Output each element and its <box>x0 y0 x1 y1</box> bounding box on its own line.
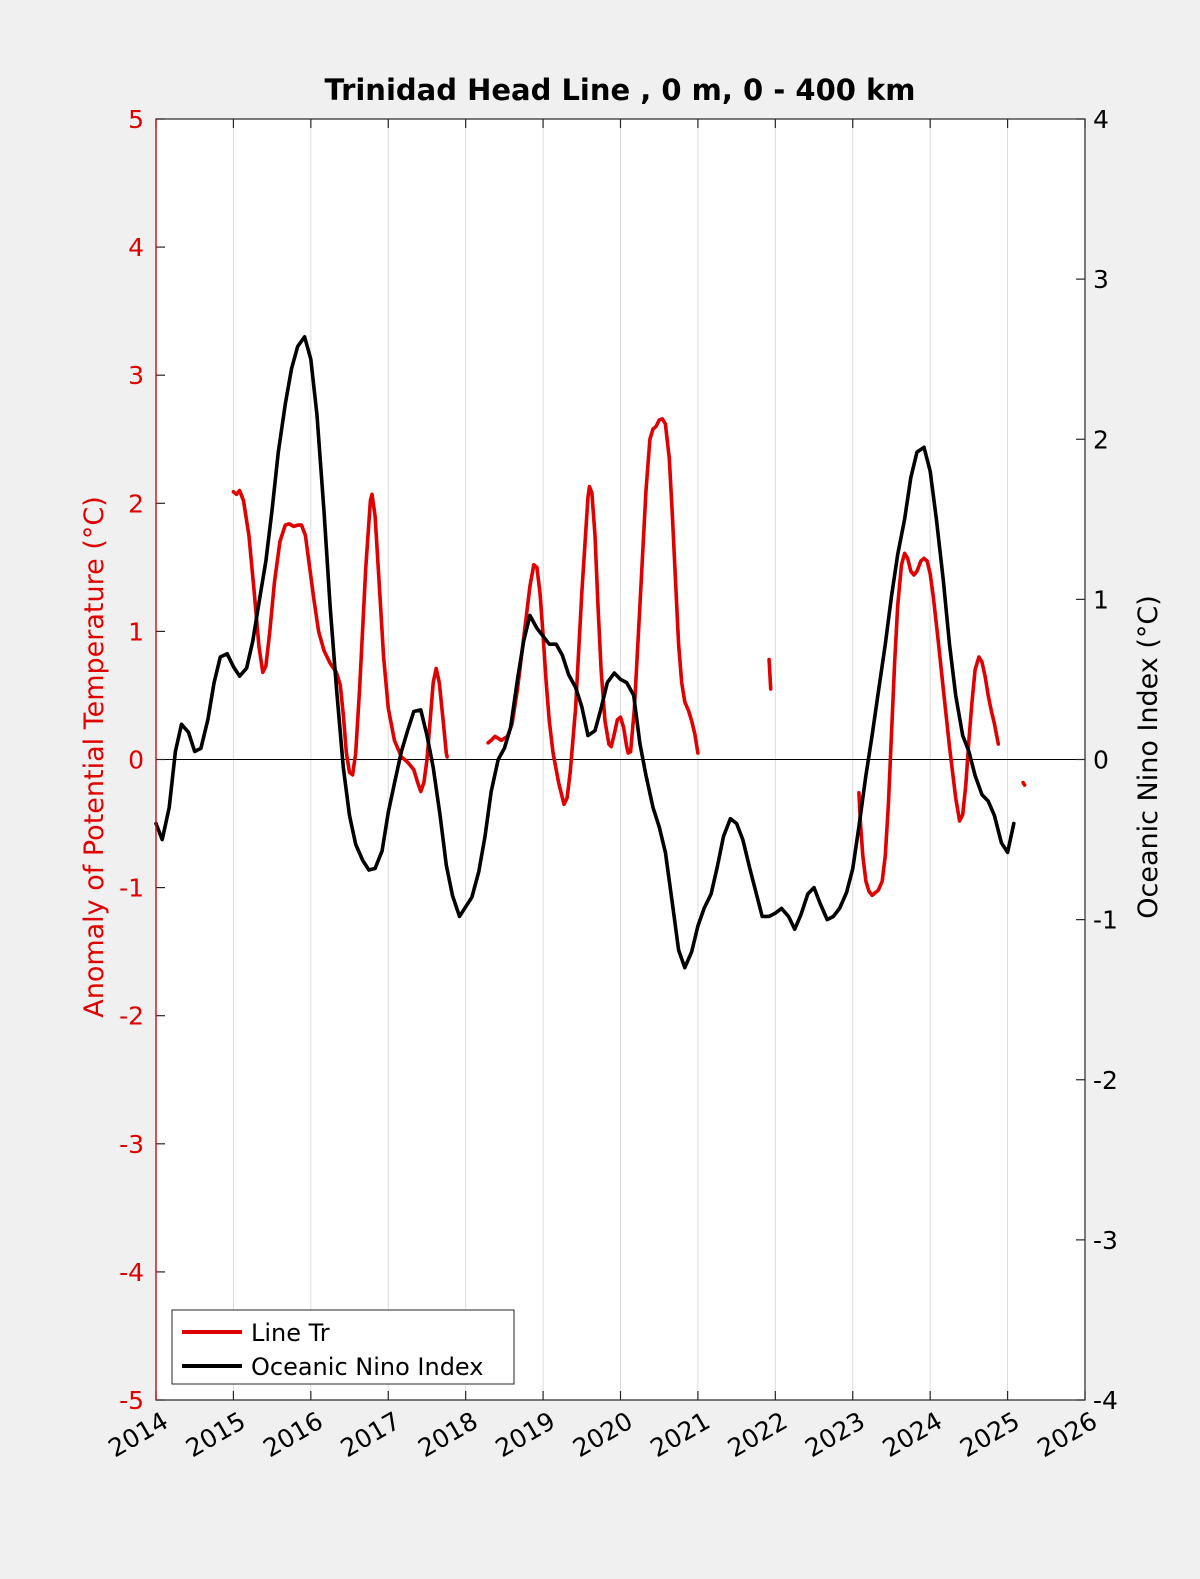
series-line-line-tr <box>486 417 700 807</box>
chart-title: Trinidad Head Line , 0 m, 0 - 400 km <box>324 73 915 107</box>
y-right-tick-label: 3 <box>1093 265 1109 294</box>
legend-label-line-tr: Line Tr <box>251 1319 330 1347</box>
legend: Line Tr Oceanic Nino Index <box>171 1309 515 1385</box>
legend-label-oni: Oceanic Nino Index <box>251 1353 483 1381</box>
y-left-tick-label: -2 <box>119 1002 144 1031</box>
series-line-oceanic-nino-index <box>154 335 1016 970</box>
y-right-tick-label: -3 <box>1093 1226 1118 1255</box>
y-right-tick-label: -4 <box>1093 1386 1118 1415</box>
y-right-tick-label: 4 <box>1093 105 1109 134</box>
y-left-tick-label: -4 <box>119 1258 144 1287</box>
y-left-tick-label: 2 <box>128 489 144 518</box>
y-right-tick-label: -2 <box>1093 1066 1118 1095</box>
y-right-tick-label: -1 <box>1093 906 1118 935</box>
y-left-tick-label: 0 <box>128 746 144 775</box>
series-line-line-tr <box>231 488 449 794</box>
y-right-tick-label: 0 <box>1093 746 1109 775</box>
y-left-tick-label: 1 <box>128 617 144 646</box>
y-axis-label-right: Oceanic Nino Index (°C) <box>1133 595 1164 919</box>
series-line-line-tr <box>767 657 773 691</box>
legend-box <box>171 1309 515 1385</box>
y-left-tick-label: 5 <box>128 105 144 134</box>
series-lines <box>154 335 1027 970</box>
y-left-tick-label: -5 <box>119 1386 144 1415</box>
y-left-tick-label: 4 <box>128 233 144 262</box>
y-left-tick-label: 3 <box>128 361 144 390</box>
series-line-line-tr <box>857 551 1001 898</box>
y-left-tick-label: -3 <box>119 1130 144 1159</box>
series-line-line-tr <box>1021 780 1027 787</box>
y-axis-label-left: Anomaly of Potential Temperature (°C) <box>79 496 110 1018</box>
y-right-tick-label: 1 <box>1093 585 1109 614</box>
y-left-tick-label: -1 <box>119 874 144 903</box>
y-right-tick-label: 2 <box>1093 425 1109 454</box>
